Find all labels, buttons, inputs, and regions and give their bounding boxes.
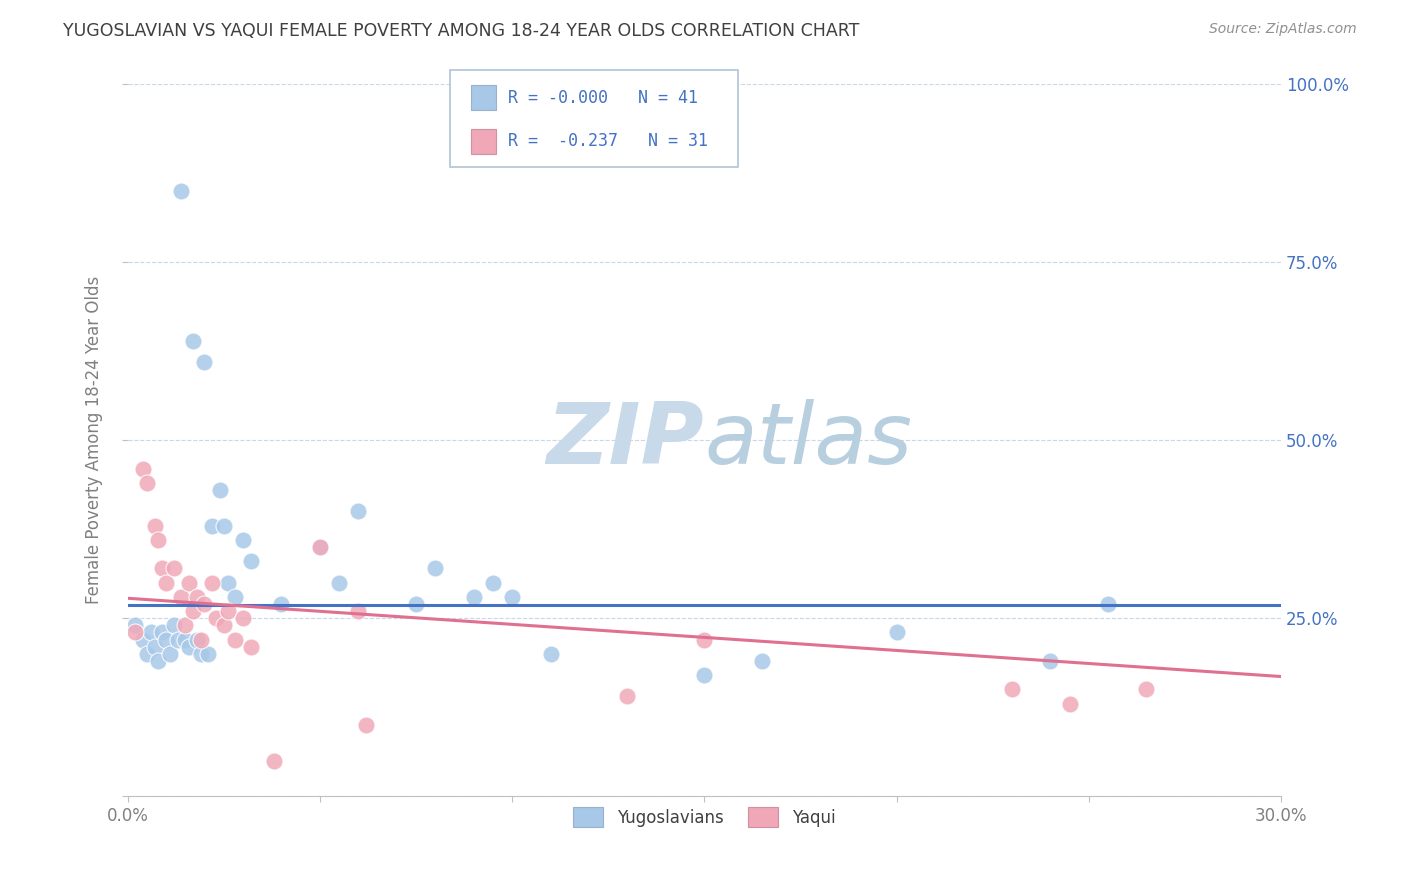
Text: R =  -0.237   N = 31: R = -0.237 N = 31 — [508, 132, 707, 151]
Point — [139, 625, 162, 640]
Point — [181, 604, 204, 618]
Point — [155, 575, 177, 590]
Point — [217, 604, 239, 618]
Legend: Yugoslavians, Yaqui: Yugoslavians, Yaqui — [567, 800, 842, 834]
Point — [208, 483, 231, 497]
Point — [354, 718, 377, 732]
Point — [1059, 697, 1081, 711]
Point — [693, 632, 716, 647]
Point — [328, 575, 350, 590]
Point — [148, 533, 170, 547]
Point — [405, 597, 427, 611]
Point — [174, 632, 197, 647]
Point — [166, 632, 188, 647]
Point — [263, 754, 285, 768]
Point — [148, 654, 170, 668]
Text: ZIP: ZIP — [547, 399, 704, 482]
Point — [463, 590, 485, 604]
Point — [239, 640, 262, 654]
Point — [1039, 654, 1062, 668]
Point — [197, 647, 219, 661]
Point — [143, 518, 166, 533]
Point — [217, 575, 239, 590]
Point — [425, 561, 447, 575]
Y-axis label: Female Poverty Among 18-24 Year Olds: Female Poverty Among 18-24 Year Olds — [86, 277, 103, 605]
Text: YUGOSLAVIAN VS YAQUI FEMALE POVERTY AMONG 18-24 YEAR OLDS CORRELATION CHART: YUGOSLAVIAN VS YAQUI FEMALE POVERTY AMON… — [63, 22, 859, 40]
Point — [170, 590, 193, 604]
Text: R = -0.000   N = 41: R = -0.000 N = 41 — [508, 88, 697, 107]
Point — [308, 540, 330, 554]
Point — [190, 632, 212, 647]
Point — [347, 604, 370, 618]
Point — [143, 640, 166, 654]
Point — [163, 561, 186, 575]
Point — [1001, 682, 1024, 697]
Point — [201, 575, 224, 590]
Point — [347, 504, 370, 518]
Point — [150, 561, 173, 575]
Point — [124, 618, 146, 632]
Point — [155, 632, 177, 647]
Point — [186, 590, 208, 604]
Point — [1135, 682, 1157, 697]
Point — [181, 334, 204, 348]
Point — [163, 618, 186, 632]
Point — [193, 597, 215, 611]
Point — [482, 575, 505, 590]
Point — [212, 618, 235, 632]
Point — [239, 554, 262, 568]
Point — [186, 632, 208, 647]
Point — [751, 654, 773, 668]
Point — [212, 518, 235, 533]
Point — [150, 625, 173, 640]
Point — [224, 632, 246, 647]
Point — [135, 647, 157, 661]
Point — [174, 618, 197, 632]
Point — [170, 184, 193, 198]
Point — [190, 647, 212, 661]
Point — [232, 611, 254, 625]
Point — [540, 647, 562, 661]
Point — [124, 625, 146, 640]
Point — [232, 533, 254, 547]
Point — [132, 632, 155, 647]
Point — [1097, 597, 1119, 611]
Point — [224, 590, 246, 604]
Point — [308, 540, 330, 554]
Point — [270, 597, 292, 611]
Point — [193, 355, 215, 369]
Text: Source: ZipAtlas.com: Source: ZipAtlas.com — [1209, 22, 1357, 37]
Point — [616, 690, 638, 704]
Point — [179, 640, 201, 654]
Point — [179, 575, 201, 590]
Point — [886, 625, 908, 640]
Point — [201, 518, 224, 533]
Point — [501, 590, 523, 604]
Point — [693, 668, 716, 682]
Text: atlas: atlas — [704, 399, 912, 482]
Point — [135, 475, 157, 490]
Point — [205, 611, 228, 625]
Point — [159, 647, 181, 661]
Point — [132, 461, 155, 475]
